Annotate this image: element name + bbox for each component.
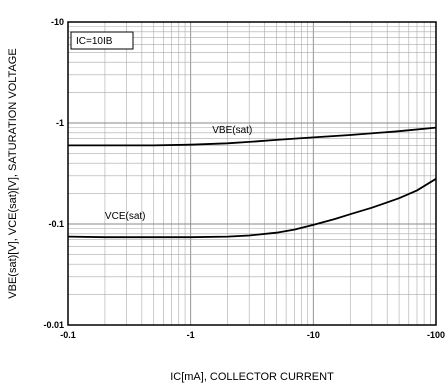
- y-tick-label: -0.01: [43, 320, 64, 330]
- x-tick-label: -10: [307, 330, 320, 340]
- series-label-vce-sat: VCE(sat): [105, 211, 146, 222]
- series-label-vbe-sat: VBE(sat): [212, 125, 252, 136]
- series-line-vbe-sat: [68, 126, 437, 147]
- plot-frame: [67, 21, 437, 326]
- condition-label-text: IC=10IB: [76, 36, 113, 47]
- series-layer: [67, 126, 437, 239]
- y-tick-label: -10: [51, 17, 64, 27]
- x-tick-label: -0.1: [60, 330, 76, 340]
- y-axis-title: VBE(sat)[V], VCE(sat)[V], SATURATION VOL…: [7, 48, 19, 298]
- condition-label: IC=10IB: [76, 36, 113, 47]
- y-tick-label: -1: [56, 118, 64, 128]
- x-tick-label: -100: [427, 330, 445, 340]
- condition-label-box: [70, 31, 134, 50]
- x-axis-title: IC[mA], COLLECTOR CURRENT: [170, 371, 334, 383]
- x-tick-label: -1: [187, 330, 195, 340]
- tick-labels: -0.1 -1 -10 -100-10-1-0.1-0.01: [43, 17, 445, 340]
- series-line-vce-sat: [67, 178, 437, 239]
- y-tick-label: -0.1: [48, 219, 64, 229]
